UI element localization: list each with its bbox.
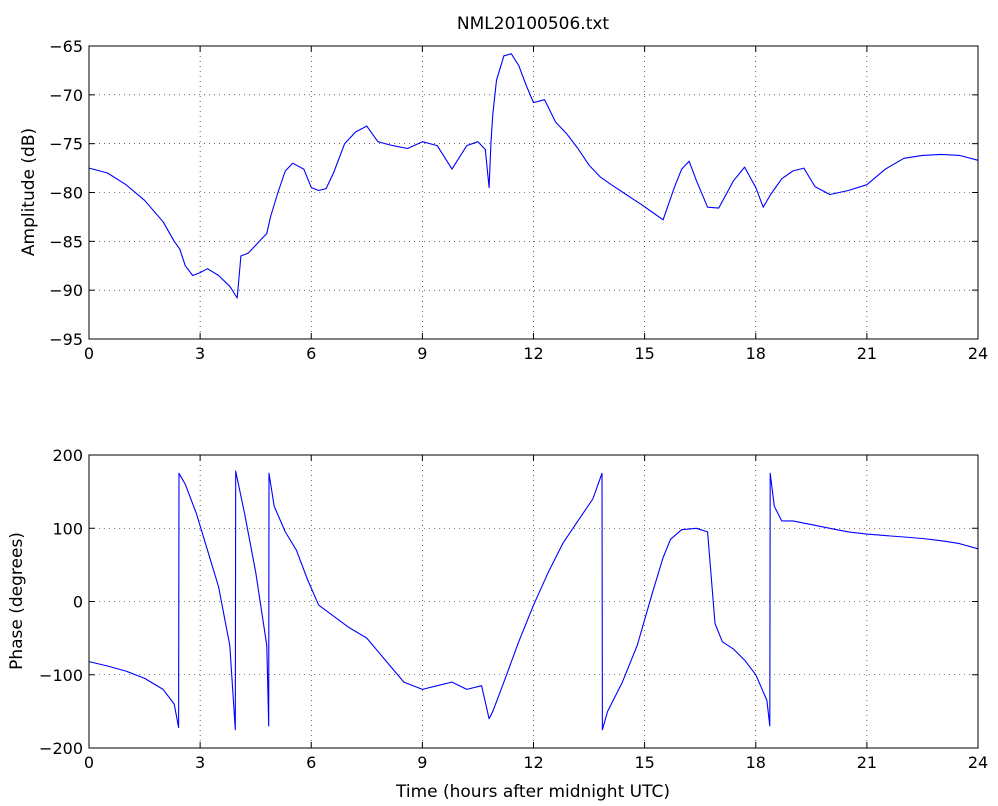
phase-trace bbox=[88, 470, 979, 731]
amplitude-y-tick-label: −80 bbox=[49, 184, 83, 203]
phase-x-axis-label: Time (hours after midnight UTC) bbox=[395, 782, 670, 802]
phase-x-tick-label: 21 bbox=[857, 753, 877, 772]
phase-y-axis-label: Phase (degrees) bbox=[7, 532, 27, 670]
amplitude-x-tick-label: 21 bbox=[857, 344, 877, 363]
phase-x-tick-label: 12 bbox=[523, 753, 543, 772]
amplitude-x-tick-label: 0 bbox=[84, 344, 94, 363]
phase-y-tick-label: 200 bbox=[52, 446, 83, 465]
phase-plot: 0 3 6 9 12 15 18 21 24 −200 −100 0 100 200 bbox=[39, 446, 988, 772]
amplitude-x-tick-label: 18 bbox=[746, 344, 766, 363]
amplitude-x-tick-label: 15 bbox=[634, 344, 654, 363]
amplitude-x-tick-label: 6 bbox=[306, 344, 316, 363]
amplitude-y-tick-label: −85 bbox=[49, 232, 83, 251]
amplitude-x-tick-label: 9 bbox=[417, 344, 427, 363]
phase-x-tick-label: 15 bbox=[634, 753, 654, 772]
amplitude-y-tick-label: −65 bbox=[49, 37, 83, 56]
amplitude-trace bbox=[88, 53, 979, 299]
amplitude-y-axis-label: Amplitude (dB) bbox=[19, 128, 39, 256]
amplitude-x-tick-label: 24 bbox=[968, 344, 988, 363]
phase-y-tick-label: −100 bbox=[39, 666, 83, 685]
phase-y-tick-label: 100 bbox=[52, 519, 83, 538]
phase-y-tick-label: −200 bbox=[39, 739, 83, 758]
amplitude-y-tick-label: −95 bbox=[49, 330, 83, 349]
amplitude-y-tick-label: −70 bbox=[49, 86, 83, 105]
phase-x-tick-label: 0 bbox=[84, 753, 94, 772]
amplitude-x-tick-label: 3 bbox=[195, 344, 205, 363]
phase-x-tick-label: 24 bbox=[968, 753, 988, 772]
amplitude-y-tick-label: −75 bbox=[49, 135, 83, 154]
phase-x-tick-label: 9 bbox=[417, 753, 427, 772]
amplitude-plot-title: NML20100506.txt bbox=[457, 14, 610, 34]
phase-x-tick-label: 6 bbox=[306, 753, 316, 772]
amplitude-x-tick-label: 12 bbox=[523, 344, 543, 363]
amplitude-y-tick-label: −90 bbox=[49, 281, 83, 300]
phase-y-tick-label: 0 bbox=[73, 593, 83, 612]
phase-x-tick-label: 3 bbox=[195, 753, 205, 772]
phase-x-tick-label: 18 bbox=[746, 753, 766, 772]
amplitude-plot: 0 3 6 9 12 15 18 21 24 −95 −90 −85 −80 −75 −70 −65 bbox=[49, 37, 988, 363]
